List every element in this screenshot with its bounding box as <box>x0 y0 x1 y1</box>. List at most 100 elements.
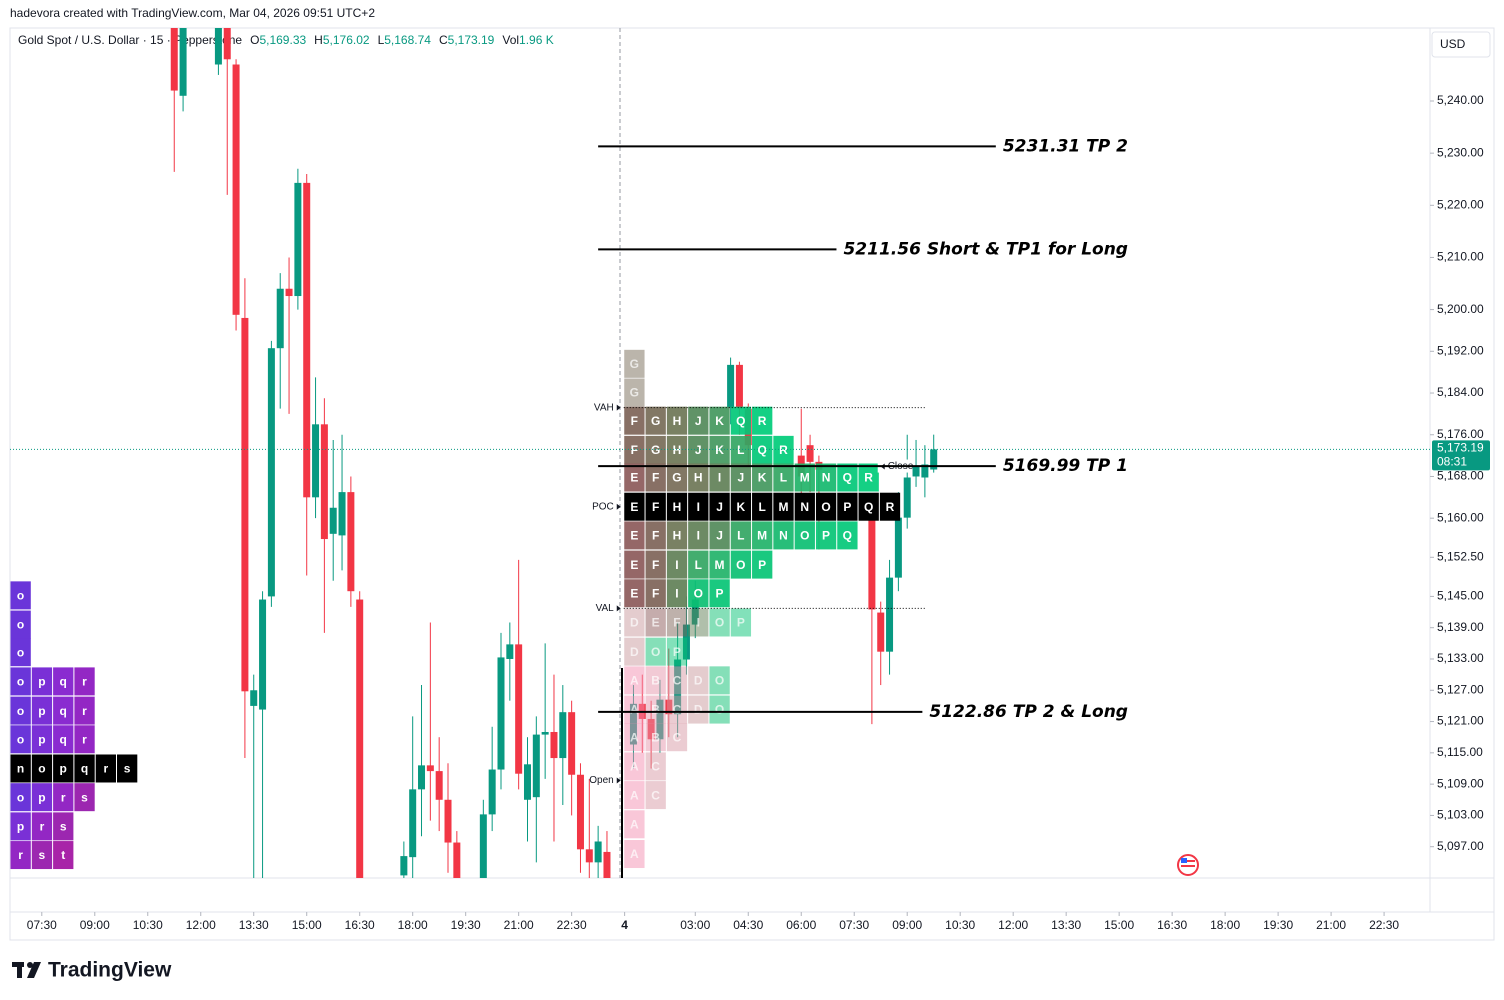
tpo-cell <box>74 725 95 754</box>
y-tick-label: 5,109.00 <box>1437 776 1484 790</box>
tpo-cell <box>624 492 645 521</box>
tpo-cell <box>74 696 95 725</box>
tpo-letter: F <box>652 500 659 514</box>
tpo-cell <box>709 695 730 724</box>
tpo-letter: F <box>631 443 638 457</box>
tpo-cell <box>666 579 688 608</box>
tpo-letter: I <box>718 471 721 485</box>
x-tick-label: 03:00 <box>680 918 710 932</box>
candle-body <box>523 764 531 800</box>
tpo-cell <box>53 783 74 812</box>
x-tick-label: 19:30 <box>451 918 481 932</box>
tpo-letter: L <box>737 443 744 457</box>
tpo-letter: G <box>672 471 681 485</box>
currency-button[interactable] <box>1431 31 1491 58</box>
candle-body <box>515 644 523 774</box>
tpo-letter: G <box>630 357 639 371</box>
candle-body <box>877 612 885 652</box>
currency[interactable]: USD <box>1440 37 1466 51</box>
tpo-cell <box>688 521 709 550</box>
vah-label-arrow <box>616 404 621 411</box>
y-tick-label: 5,145.00 <box>1437 589 1484 603</box>
candle-body <box>303 182 311 498</box>
tpo-cell <box>688 435 709 464</box>
symbol: Gold Spot / U.S. Dollar · 15 · Peppersto… <box>18 33 242 47</box>
candle-body <box>568 712 576 775</box>
logo-mark <box>12 962 41 978</box>
tpo-cell <box>31 812 53 841</box>
countdown: 08:31 <box>1437 455 1467 469</box>
vah-label: VAH <box>594 402 614 413</box>
candle-body <box>868 519 876 610</box>
tpo-cell <box>709 435 730 464</box>
tpo-letter: B <box>651 703 660 717</box>
tpo-cell <box>645 550 666 579</box>
tpo-letter: R <box>758 414 767 428</box>
tpo-letter: A <box>630 703 639 717</box>
tpo-letter: O <box>715 703 724 717</box>
tpo-letter: I <box>697 529 700 543</box>
tpo-cell <box>645 666 666 695</box>
tpo-cell <box>730 492 752 521</box>
tpo-cell <box>624 810 645 839</box>
chart-frame <box>9 27 1495 941</box>
y-tick-label: 5,184.00 <box>1437 385 1484 399</box>
level-label: 5211.56 Short & TP1 for Long <box>843 239 1128 259</box>
tpo-letter: C <box>673 674 682 688</box>
poc-label: POC <box>592 501 614 512</box>
tpo-cell <box>624 666 645 695</box>
candle-body <box>594 841 602 863</box>
tpo-letter: D <box>630 616 639 630</box>
tpo-letter: K <box>715 414 724 428</box>
x-tick-label: 22:30 <box>1369 918 1399 932</box>
y-tick-label: 5,152.50 <box>1437 549 1484 563</box>
tpo-letter: O <box>715 674 724 688</box>
tpo-letter: p <box>38 675 45 689</box>
tpo-letter: p <box>38 732 45 746</box>
tpo-cell <box>752 492 773 521</box>
tpo-cell <box>10 610 31 639</box>
y-tick-label: 5,192.00 <box>1437 343 1484 357</box>
tpo-cell <box>117 754 138 783</box>
tpo-letter: H <box>673 414 682 428</box>
ohlc-label: Vol <box>502 33 519 47</box>
tpo-cell <box>624 550 645 579</box>
tpo-letter: p <box>38 790 45 804</box>
x-tick-label: 09:00 <box>80 918 110 932</box>
tpo-letter: O <box>651 645 660 659</box>
tpo-letter: O <box>821 500 830 514</box>
candle-body <box>903 477 911 518</box>
tpo-cell <box>10 812 31 841</box>
tpo-letter: M <box>800 471 810 485</box>
tpo-cell <box>53 841 74 870</box>
candle-body <box>294 182 302 297</box>
tpo-cell <box>666 521 688 550</box>
tpo-cell <box>645 695 666 724</box>
tpo-cell <box>624 723 645 752</box>
tpo-letter: N <box>779 529 788 543</box>
tpo-letter: E <box>630 471 638 485</box>
tpo-cell <box>53 725 74 754</box>
candle-body <box>585 849 593 863</box>
x-tick-label: 15:00 <box>1104 918 1134 932</box>
ohlc-label: H <box>314 33 323 47</box>
tpo-cell <box>837 463 858 492</box>
candle-body <box>312 424 320 498</box>
tpo-cell <box>688 579 709 608</box>
flag-icon <box>1177 854 1199 876</box>
tpo-letter: F <box>652 529 659 543</box>
tpo-cell <box>666 406 688 435</box>
tpo-letter: N <box>822 471 831 485</box>
tpo-cell <box>31 754 53 783</box>
x-tick-label: 18:00 <box>398 918 428 932</box>
tpo-cell <box>794 521 815 550</box>
level-label: 5169.99 TP 1 <box>1003 456 1128 476</box>
y-tick-label: 5,160.00 <box>1437 510 1484 524</box>
x-tick-label: 15:00 <box>292 918 322 932</box>
tpo-letter: o <box>17 618 24 632</box>
tpo-cell <box>730 521 752 550</box>
tpo-letter: H <box>694 471 703 485</box>
tpo-letter: P <box>737 616 745 630</box>
tpo-letter: t <box>61 848 65 862</box>
